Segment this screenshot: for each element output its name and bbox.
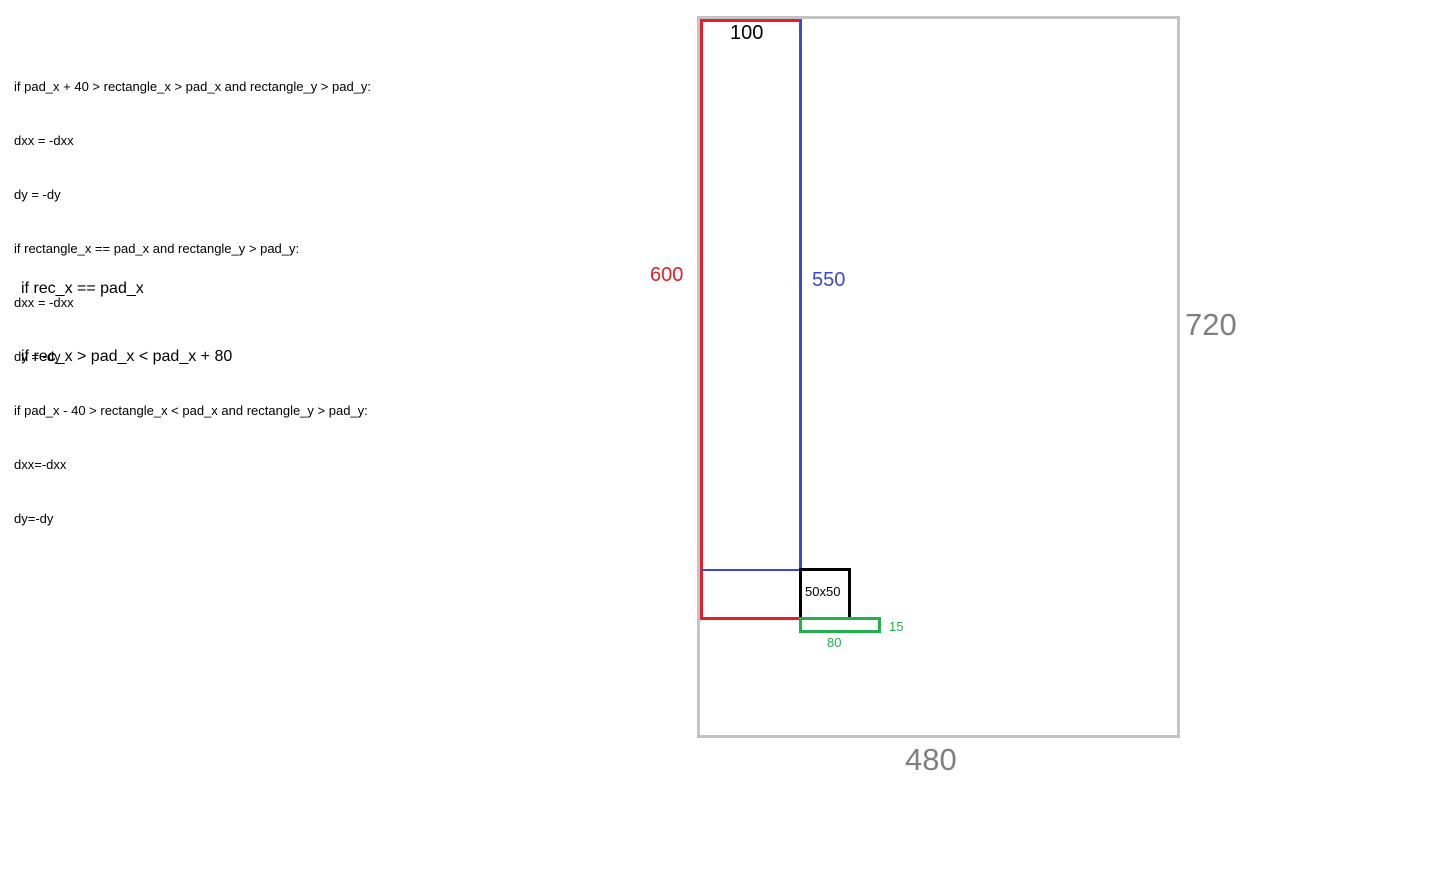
notes-snippet: if rec_x == pad_x if rec_x > pad_x < pad… bbox=[21, 233, 232, 391]
square-size-label: 50x50 bbox=[805, 584, 841, 599]
paddle-width-label: 80 bbox=[827, 635, 842, 650]
red-height-label: 600 bbox=[650, 264, 684, 286]
code-line: dxx = -dxx bbox=[14, 133, 74, 148]
code-line: dxx=-dxx bbox=[14, 457, 67, 472]
canvas-width-label: 480 bbox=[905, 742, 957, 777]
code-snippet: if pad_x + 40 > rectangle_x > pad_x and … bbox=[14, 42, 371, 546]
blue-rectangle bbox=[702, 19, 802, 571]
code-line: dy = -dy bbox=[14, 187, 61, 202]
code-line: if pad_x - 40 > rectangle_x < pad_x and … bbox=[14, 403, 368, 418]
note-line: if rec_x == pad_x bbox=[21, 280, 144, 297]
paddle-height-label: 15 bbox=[889, 619, 904, 634]
paddle-rectangle bbox=[799, 617, 881, 633]
code-line: if rectangle_x == pad_x and rectangle_y … bbox=[14, 241, 300, 256]
code-line: if pad_x + 40 > rectangle_x > pad_x and … bbox=[14, 79, 372, 94]
red-width-label: 100 bbox=[730, 22, 764, 44]
canvas-outline bbox=[697, 16, 1180, 738]
note-line: if rec_x > pad_x < pad_x + 80 bbox=[21, 347, 233, 365]
code-line: dxx = -dxx bbox=[14, 295, 74, 310]
code-line: dy=-dy bbox=[14, 511, 54, 526]
canvas-height-label: 720 bbox=[1185, 307, 1237, 342]
code-line: dy = -dy bbox=[14, 349, 61, 364]
blue-height-label: 550 bbox=[812, 269, 846, 291]
